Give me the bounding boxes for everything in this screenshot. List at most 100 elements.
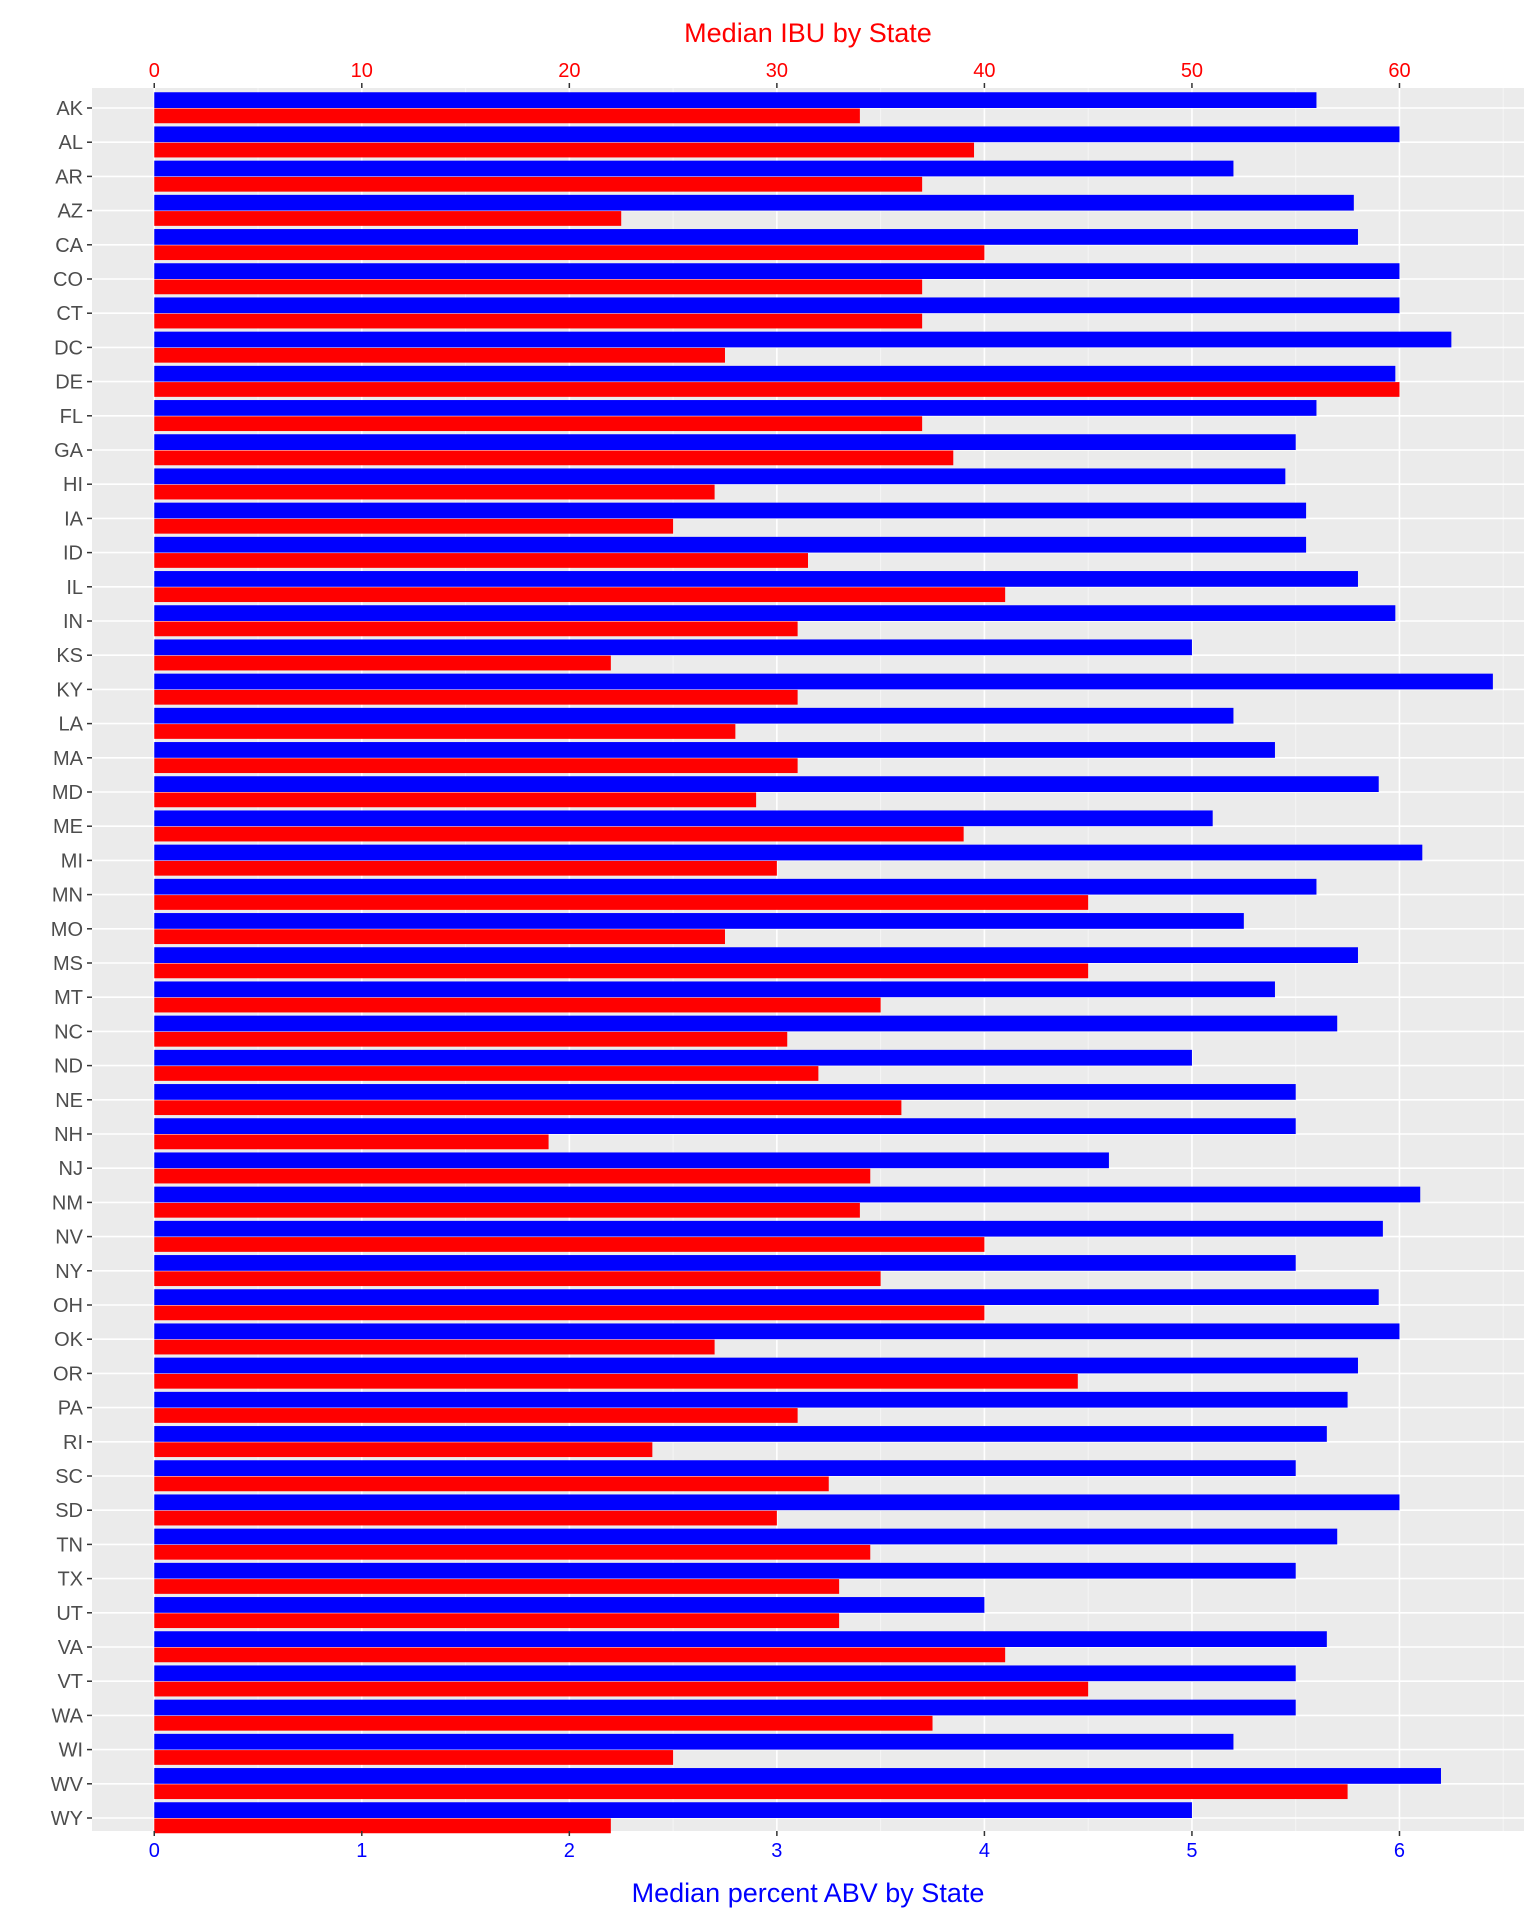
state-label: OH (53, 1295, 83, 1317)
abv-bar (154, 1631, 1327, 1647)
abv-bar (154, 810, 1213, 827)
state-label: AL (59, 132, 83, 154)
state-label: IA (64, 508, 84, 530)
ibu-bar (154, 655, 611, 671)
ibu-bar (154, 826, 964, 842)
abv-bar (154, 1562, 1296, 1579)
abv-bar (154, 126, 1400, 143)
state-label: VA (58, 1637, 84, 1659)
ibu-bar (154, 1681, 1089, 1697)
abv-bar (154, 400, 1317, 416)
ibu-bar (154, 1510, 777, 1526)
abv-bar (154, 639, 1192, 656)
abv-bar (154, 605, 1396, 621)
state-label: WY (51, 1808, 83, 1830)
abv-tick-label: 4 (979, 1840, 990, 1862)
ibu-bar (154, 689, 798, 705)
ibu-bar (154, 450, 954, 466)
abv-bar (154, 1460, 1296, 1476)
tick-marks (87, 83, 1401, 1836)
ibu-bar (154, 518, 674, 534)
state-label: UT (56, 1603, 83, 1625)
state-label: VT (57, 1671, 83, 1693)
ibu-bar (154, 1237, 985, 1252)
state-label: GA (54, 440, 84, 462)
ibu-tick-label: 30 (766, 60, 788, 82)
state-label: MO (51, 919, 83, 941)
state-label: IL (66, 577, 83, 599)
ibu-bar (154, 313, 923, 329)
state-label: CO (53, 269, 83, 291)
ibu-bar (154, 621, 798, 637)
abv-bar (154, 673, 1493, 690)
ibu-bar (154, 1066, 819, 1081)
ibu-bar (154, 1134, 549, 1150)
ibu-bar (154, 1579, 840, 1594)
ibu-bar (154, 1305, 985, 1321)
abv-bar (154, 194, 1354, 211)
state-label: FL (60, 406, 83, 428)
ibu-tick-label: 10 (351, 60, 373, 82)
ibu-bar (154, 484, 715, 500)
state-label: LA (59, 714, 84, 736)
state-label: MN (52, 885, 83, 907)
ibu-bar (154, 1442, 653, 1458)
abv-bar (154, 707, 1234, 724)
ibu-bar (154, 211, 622, 226)
state-label: MI (61, 850, 83, 872)
abv-tick-label: 0 (149, 1840, 160, 1862)
state-label: AK (56, 98, 83, 120)
ibu-bar (154, 553, 808, 568)
state-label: NE (55, 1090, 83, 1112)
ibu-bar (154, 1373, 1078, 1389)
abv-bar (154, 263, 1400, 279)
abv-bar (154, 571, 1358, 587)
state-label: NJ (59, 1158, 83, 1180)
abv-bar (154, 1084, 1296, 1100)
abv-bar (154, 536, 1307, 553)
ibu-tick-label: 0 (149, 60, 160, 82)
ibu-tick-label: 40 (973, 60, 995, 82)
ibu-bar (154, 963, 1089, 979)
abv-bar (154, 1186, 1421, 1203)
abv-bar (154, 1699, 1296, 1716)
bottom-axis-title: Median percent ABV by State (632, 1878, 985, 1908)
abv-tick-label: 6 (1394, 1840, 1405, 1862)
ibu-bar (154, 587, 1006, 603)
ibu-bar (154, 1647, 1006, 1663)
state-label: SC (55, 1466, 83, 1488)
state-label: AR (55, 166, 83, 188)
ibu-bar (154, 108, 860, 124)
abv-bar (154, 776, 1379, 792)
abv-bar (154, 1255, 1296, 1271)
state-label: WV (51, 1774, 84, 1796)
bars (154, 92, 1493, 1834)
state-label: RI (63, 1432, 83, 1454)
abv-bar (154, 1289, 1379, 1305)
ibu-bar (154, 416, 923, 432)
abv-bar (154, 92, 1317, 108)
state-label: TX (57, 1569, 83, 1591)
ibu-bar (154, 758, 798, 774)
abv-bar (154, 365, 1396, 382)
ibu-bar (154, 1339, 715, 1355)
state-label: PA (58, 1398, 84, 1420)
state-label: DC (54, 337, 83, 359)
abv-bar (154, 1049, 1192, 1066)
abv-bar (154, 1323, 1400, 1340)
abv-bar (154, 1494, 1400, 1511)
abv-bar (154, 1426, 1327, 1442)
state-label: MS (53, 953, 83, 975)
state-label: HI (63, 474, 83, 496)
abv-bar (154, 742, 1275, 758)
abv-bar (154, 1357, 1358, 1374)
abv-bar (154, 331, 1452, 348)
state-label: CT (56, 303, 83, 325)
ibu-tick-label: 20 (558, 60, 580, 82)
state-label: NC (54, 1021, 83, 1043)
state-label: WA (52, 1705, 84, 1727)
ibu-bar (154, 1100, 902, 1116)
abv-bar (154, 1665, 1296, 1682)
abv-bar (154, 1118, 1296, 1134)
state-label: ID (63, 543, 83, 565)
